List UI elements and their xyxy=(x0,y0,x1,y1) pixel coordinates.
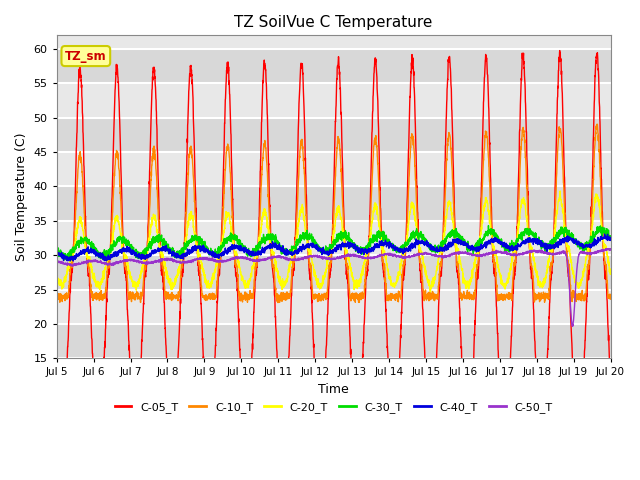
C-20_T xyxy=(596,209,604,215)
C-50_T xyxy=(536,248,544,254)
C-10_T xyxy=(149,151,157,157)
C-30_T xyxy=(607,237,614,243)
C-30_T xyxy=(61,257,68,263)
C-20_T xyxy=(536,280,544,286)
Bar xyxy=(57,289,611,324)
C-05_T xyxy=(596,119,604,125)
Bar xyxy=(57,152,611,186)
X-axis label: Time: Time xyxy=(318,383,349,396)
C-30_T xyxy=(536,240,544,245)
C-05_T xyxy=(53,370,61,376)
C-50_T xyxy=(265,255,273,261)
Bar xyxy=(57,118,611,152)
C-05_T xyxy=(265,182,273,188)
C-50_T xyxy=(149,259,157,265)
C-05_T xyxy=(149,77,157,83)
Bar xyxy=(57,186,611,221)
C-40_T xyxy=(67,258,74,264)
C-40_T xyxy=(53,248,61,254)
C-40_T xyxy=(149,251,157,256)
C-20_T xyxy=(53,276,61,282)
Bar xyxy=(57,255,611,289)
C-40_T xyxy=(596,236,604,242)
C-05_T xyxy=(116,123,124,129)
Line: C-30_T: C-30_T xyxy=(57,226,611,260)
C-40_T xyxy=(289,251,297,256)
Line: C-20_T: C-20_T xyxy=(57,191,611,292)
C-20_T xyxy=(427,289,435,295)
Line: C-40_T: C-40_T xyxy=(57,234,611,261)
C-10_T xyxy=(536,293,544,299)
C-10_T xyxy=(274,300,282,305)
C-05_T xyxy=(607,380,614,385)
C-10_T xyxy=(53,298,61,303)
C-05_T xyxy=(536,421,544,427)
Bar xyxy=(57,221,611,255)
C-20_T xyxy=(265,231,273,237)
C-50_T xyxy=(289,258,297,264)
C-50_T xyxy=(602,246,610,252)
C-30_T xyxy=(289,246,297,252)
C-30_T xyxy=(149,234,157,240)
C-05_T xyxy=(289,271,297,277)
C-40_T xyxy=(116,247,124,253)
C-30_T xyxy=(484,223,492,228)
C-20_T xyxy=(607,269,614,275)
C-50_T xyxy=(116,259,124,264)
Y-axis label: Soil Temperature (C): Soil Temperature (C) xyxy=(15,132,28,261)
C-40_T xyxy=(601,231,609,237)
Legend: C-05_T, C-10_T, C-20_T, C-30_T, C-40_T, C-50_T: C-05_T, C-10_T, C-20_T, C-30_T, C-40_T, … xyxy=(110,397,557,417)
C-30_T xyxy=(266,235,273,241)
C-10_T xyxy=(265,209,273,215)
C-05_T xyxy=(427,432,435,438)
C-10_T xyxy=(289,264,297,270)
C-20_T xyxy=(116,227,124,232)
Text: TZ_sm: TZ_sm xyxy=(65,49,107,62)
C-20_T xyxy=(149,216,157,222)
C-50_T xyxy=(607,246,614,252)
C-50_T xyxy=(569,323,577,329)
C-20_T xyxy=(289,252,297,258)
Bar xyxy=(57,84,611,118)
C-40_T xyxy=(266,243,273,249)
Title: TZ SoilVue C Temperature: TZ SoilVue C Temperature xyxy=(234,15,433,30)
C-10_T xyxy=(607,296,614,302)
C-50_T xyxy=(596,249,604,254)
Bar xyxy=(57,49,611,84)
C-30_T xyxy=(116,235,124,241)
Bar xyxy=(57,324,611,358)
C-10_T xyxy=(116,183,124,189)
C-10_T xyxy=(593,121,601,127)
Line: C-50_T: C-50_T xyxy=(57,249,611,326)
Line: C-10_T: C-10_T xyxy=(57,124,611,302)
C-20_T xyxy=(556,188,564,194)
Line: C-05_T: C-05_T xyxy=(57,50,611,435)
C-10_T xyxy=(596,166,604,172)
C-05_T xyxy=(556,48,564,53)
C-30_T xyxy=(596,226,604,231)
C-50_T xyxy=(53,259,61,265)
C-40_T xyxy=(536,239,544,244)
C-30_T xyxy=(53,244,61,250)
C-40_T xyxy=(607,237,614,242)
